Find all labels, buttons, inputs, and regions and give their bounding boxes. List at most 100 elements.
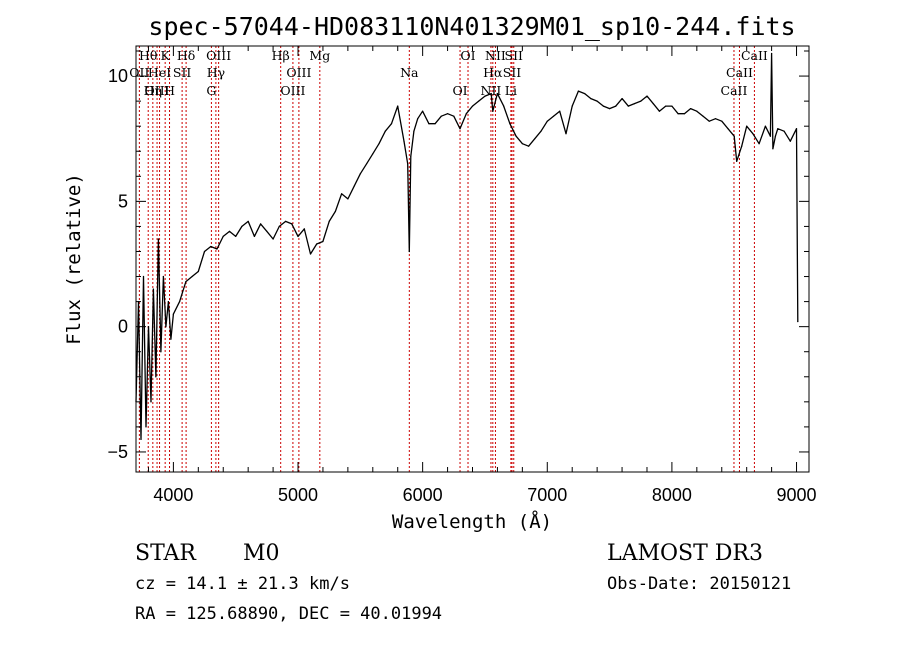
spectrum-point — [453, 115, 455, 117]
object-class: STAR — [135, 541, 197, 566]
emission-line-label: Hγ — [207, 65, 225, 80]
spectrum-point — [408, 250, 410, 253]
emission-line-label: OI — [460, 48, 475, 63]
spectrum-point — [142, 275, 145, 278]
spectrum-point — [484, 95, 486, 97]
spectrum-point — [690, 108, 692, 110]
x-tick-label: 7000 — [527, 485, 567, 505]
spectrum-point — [471, 105, 474, 107]
y-axis-label: Flux (relative) — [63, 173, 85, 345]
spectrum-point — [797, 321, 799, 323]
spectrum-point — [322, 240, 324, 243]
spectrum-point — [696, 110, 698, 112]
spectrum-point — [185, 281, 187, 283]
spectrum-point — [303, 228, 305, 230]
spectrum-point — [772, 148, 774, 150]
spectrum-point — [140, 438, 142, 440]
spectrum-point — [658, 110, 661, 112]
emission-line-label: OIII — [286, 65, 311, 80]
spectrum-point — [253, 235, 255, 237]
spectrum-point — [378, 143, 380, 145]
spectrum-point — [247, 220, 249, 222]
sky-coordinates: RA = 125.68890, DEC = 40.01994 — [135, 604, 442, 624]
emission-line-label: H — [164, 83, 175, 98]
y-tick-label: 0 — [118, 317, 128, 337]
spectrum-point — [152, 288, 154, 290]
y-tick-label: 10 — [108, 66, 128, 86]
spectrum-point — [422, 110, 424, 112]
spectrum-point — [222, 235, 224, 237]
emission-line-label: SII — [173, 65, 192, 80]
spectrum-point — [752, 133, 754, 135]
spectrum-point — [397, 105, 399, 107]
spectrum-point — [328, 220, 330, 222]
spectrum-point — [609, 108, 611, 110]
y-tick-label: 5 — [118, 191, 128, 211]
spectrum-point — [297, 235, 299, 237]
spectrum-point — [403, 140, 405, 142]
spectrum-point — [162, 275, 164, 278]
spectrum-point — [347, 198, 349, 200]
spectrum-point — [758, 143, 760, 145]
emission-line-label: OI — [452, 83, 467, 98]
spectrum-point — [652, 103, 654, 105]
emission-line-label: NII — [481, 83, 502, 98]
spectrum-point — [417, 118, 419, 120]
spectrum-point — [228, 230, 231, 232]
emission-line-label: G — [206, 83, 216, 98]
emission-line-label: Li — [505, 83, 517, 98]
spectrum-point — [777, 128, 779, 130]
emission-line-label: Mg — [309, 48, 330, 63]
spectrum-point — [727, 128, 729, 130]
spectrum-point — [434, 123, 436, 125]
spectrum-point — [316, 243, 318, 245]
spectrum-point — [172, 313, 174, 315]
spectrum-line — [135, 52, 799, 441]
spectrum-point — [372, 153, 374, 155]
spectrum-point — [671, 105, 673, 107]
emission-line-label: HeI — [148, 65, 171, 80]
emission-line-label: CaII — [726, 65, 753, 80]
spectrum-point — [683, 113, 686, 115]
spectrum-point — [165, 326, 167, 328]
redshift-velocity: cz = 14.1 ± 21.3 km/s — [135, 574, 350, 594]
spectrum-point — [155, 376, 157, 378]
spectrum-point — [764, 125, 767, 127]
spectrum-point — [390, 123, 393, 125]
emission-line-label: Hη — [144, 83, 162, 98]
spectrum-point — [447, 113, 449, 115]
spectrum-point — [216, 248, 218, 250]
emission-line-label: OIII — [206, 48, 231, 63]
spectrum-point — [521, 143, 524, 145]
object-subclass: M0 — [243, 541, 280, 566]
spectrum-point — [746, 125, 748, 127]
x-axis-label: Wavelength (Å) — [392, 510, 552, 533]
spectrum-point — [615, 105, 617, 107]
x-axis-ticks: 4000 5000 6000 7000 8000 9000 — [147, 46, 817, 505]
spectrum-point — [359, 173, 361, 175]
spectrum-point — [413, 130, 415, 132]
spectrum-point — [496, 93, 498, 95]
spectrum-point — [590, 98, 592, 100]
emission-lines — [138, 46, 755, 472]
spectrum-point — [721, 120, 723, 122]
spectrum-point — [410, 155, 412, 157]
spectrum-point — [640, 100, 642, 102]
spectrum-point — [621, 98, 623, 100]
spectrum-point — [596, 100, 598, 102]
spectrum-point — [733, 135, 735, 137]
spectrum-point — [492, 110, 494, 112]
x-tick-label: 5000 — [278, 485, 318, 505]
emission-line-label: OII — [129, 65, 149, 80]
spectrum-point — [235, 235, 237, 237]
spectrum-point — [160, 351, 162, 353]
spectrum-point — [633, 103, 636, 105]
spectrum-point — [341, 193, 343, 195]
emission-line-label: SII — [503, 65, 522, 80]
spectrum-point — [266, 230, 268, 232]
spectrum-point — [708, 120, 710, 122]
spectrum-point — [783, 130, 785, 132]
x-tick-label: 6000 — [403, 485, 443, 505]
spectrum-point — [769, 135, 772, 137]
